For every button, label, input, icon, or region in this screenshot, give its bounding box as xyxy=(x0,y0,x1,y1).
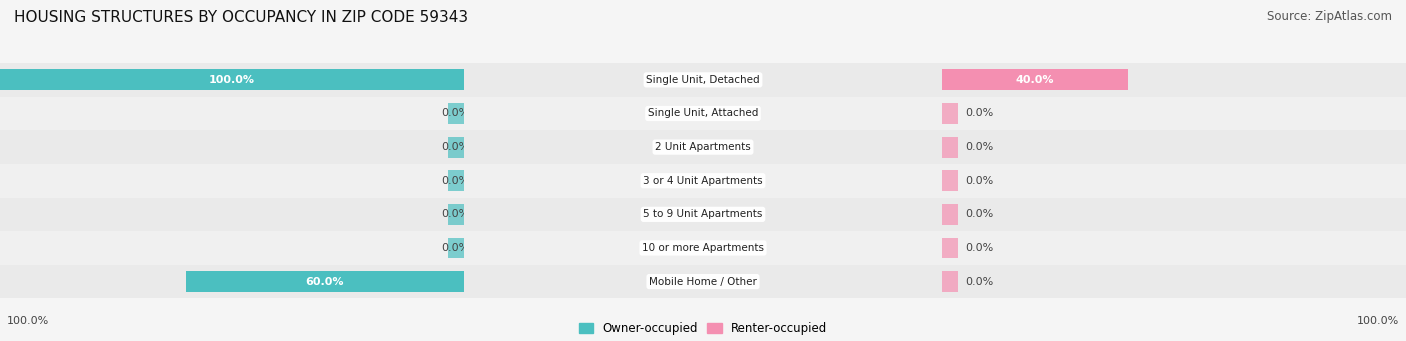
Text: 40.0%: 40.0% xyxy=(1015,75,1054,85)
Bar xyxy=(0,130,1406,164)
Bar xyxy=(0,265,928,298)
Bar xyxy=(0,265,1406,298)
Bar xyxy=(0,130,928,164)
Text: Source: ZipAtlas.com: Source: ZipAtlas.com xyxy=(1267,10,1392,23)
Bar xyxy=(0,63,1406,97)
Bar xyxy=(447,137,464,158)
Bar xyxy=(942,271,959,292)
Bar xyxy=(447,238,464,258)
Text: 100.0%: 100.0% xyxy=(7,315,49,326)
Bar xyxy=(942,238,959,258)
Text: 0.0%: 0.0% xyxy=(966,277,994,286)
Text: 0.0%: 0.0% xyxy=(441,176,470,186)
Bar xyxy=(942,170,959,191)
Text: Mobile Home / Other: Mobile Home / Other xyxy=(650,277,756,286)
Text: 10 or more Apartments: 10 or more Apartments xyxy=(643,243,763,253)
Bar xyxy=(478,97,1406,130)
Text: 100.0%: 100.0% xyxy=(209,75,254,85)
Text: Single Unit, Attached: Single Unit, Attached xyxy=(648,108,758,118)
Bar xyxy=(447,170,464,191)
Text: 60.0%: 60.0% xyxy=(305,277,344,286)
Bar xyxy=(447,103,464,124)
Bar xyxy=(0,63,928,97)
Text: 100.0%: 100.0% xyxy=(1357,315,1399,326)
Bar xyxy=(0,164,928,197)
Text: 0.0%: 0.0% xyxy=(966,142,994,152)
Text: 0.0%: 0.0% xyxy=(966,209,994,219)
Bar xyxy=(478,197,1406,231)
Bar xyxy=(478,130,1406,164)
Bar xyxy=(0,197,1406,231)
Bar xyxy=(447,204,464,225)
Bar xyxy=(0,231,928,265)
Bar xyxy=(478,231,1406,265)
Bar xyxy=(0,231,1406,265)
Bar xyxy=(478,164,1406,197)
Text: 5 to 9 Unit Apartments: 5 to 9 Unit Apartments xyxy=(644,209,762,219)
Bar xyxy=(0,164,1406,197)
Text: 0.0%: 0.0% xyxy=(441,142,470,152)
Bar xyxy=(942,137,959,158)
Bar xyxy=(942,204,959,225)
Legend: Owner-occupied, Renter-occupied: Owner-occupied, Renter-occupied xyxy=(579,322,827,335)
Text: 0.0%: 0.0% xyxy=(441,108,470,118)
Text: HOUSING STRUCTURES BY OCCUPANCY IN ZIP CODE 59343: HOUSING STRUCTURES BY OCCUPANCY IN ZIP C… xyxy=(14,10,468,25)
Bar xyxy=(0,70,464,90)
Bar xyxy=(942,70,1128,90)
Bar xyxy=(942,103,959,124)
Bar xyxy=(0,97,928,130)
Bar xyxy=(478,265,1406,298)
Text: 0.0%: 0.0% xyxy=(966,176,994,186)
Text: 2 Unit Apartments: 2 Unit Apartments xyxy=(655,142,751,152)
Text: 0.0%: 0.0% xyxy=(441,209,470,219)
Text: 0.0%: 0.0% xyxy=(441,243,470,253)
Bar xyxy=(0,197,928,231)
Text: Single Unit, Detached: Single Unit, Detached xyxy=(647,75,759,85)
Text: 0.0%: 0.0% xyxy=(966,108,994,118)
Text: 3 or 4 Unit Apartments: 3 or 4 Unit Apartments xyxy=(643,176,763,186)
Bar xyxy=(186,271,464,292)
Text: 0.0%: 0.0% xyxy=(966,243,994,253)
Bar xyxy=(0,97,1406,130)
Bar xyxy=(478,63,1406,97)
